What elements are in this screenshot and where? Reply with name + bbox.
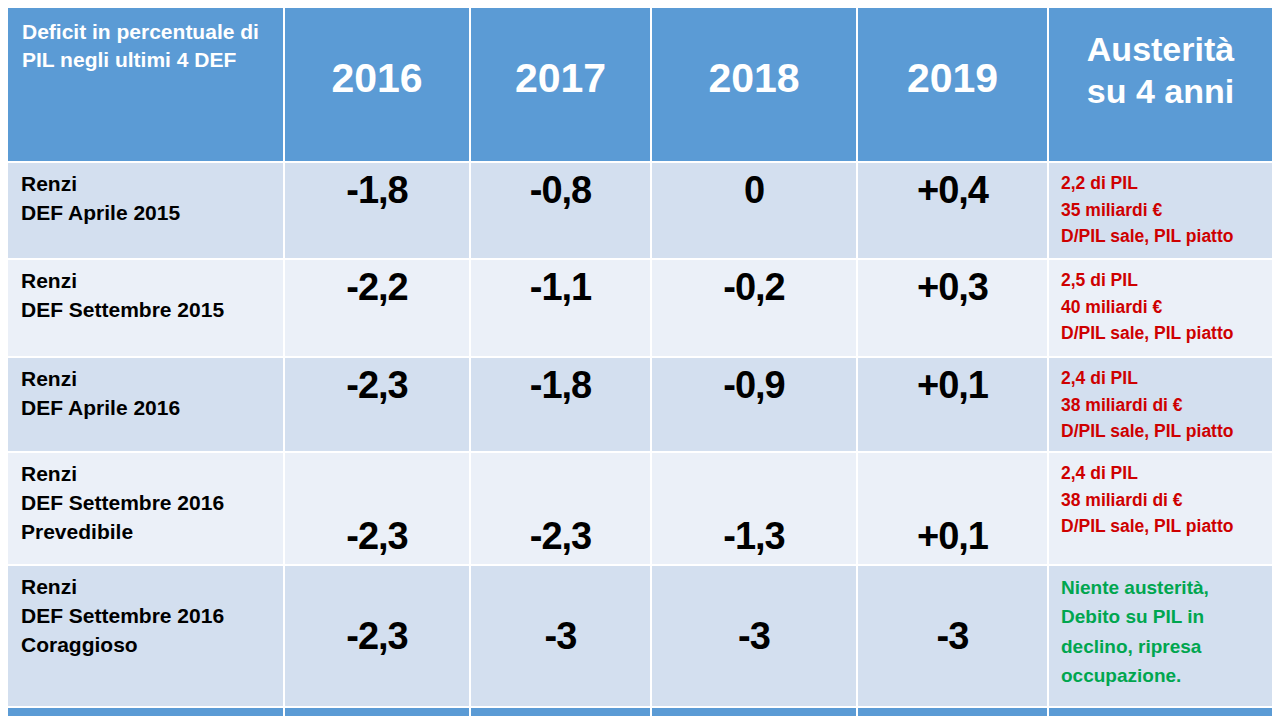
value-2019: +0,4 bbox=[858, 163, 1047, 258]
value-2019: -3 bbox=[858, 566, 1047, 706]
row-label-line: Prevedibile bbox=[21, 518, 275, 547]
bottom-band-cell bbox=[471, 708, 650, 716]
value-2017: -2,3 bbox=[471, 453, 650, 564]
note-line: D/PIL sale, PIL piatto bbox=[1061, 513, 1268, 540]
header-2017: 2017 bbox=[471, 8, 650, 161]
row-label-line: Renzi bbox=[21, 170, 275, 199]
note-line: D/PIL sale, PIL piatto bbox=[1061, 418, 1268, 445]
row-label-line: DEF Aprile 2016 bbox=[21, 394, 275, 423]
value-2017: -1,8 bbox=[471, 358, 650, 451]
row-label-line: DEF Settembre 2016 bbox=[21, 489, 275, 518]
value-2016: -2,2 bbox=[285, 260, 469, 356]
row-label: Renzi DEF Settembre 2016 Prevedibile bbox=[8, 453, 283, 564]
austerity-note: 2,4 di PIL 38 miliardi di € D/PIL sale, … bbox=[1049, 453, 1272, 564]
value-2018: 0 bbox=[652, 163, 856, 258]
row-label: Renzi DEF Aprile 2016 bbox=[8, 358, 283, 451]
bottom-band-cell bbox=[1049, 708, 1272, 716]
note-line: 35 miliardi € bbox=[1061, 197, 1268, 224]
value-2018: -0,2 bbox=[652, 260, 856, 356]
note-line: 38 miliardi di € bbox=[1061, 487, 1268, 514]
note-line: declino, ripresa bbox=[1061, 632, 1268, 661]
austerity-note: 2,5 di PIL 40 miliardi € D/PIL sale, PIL… bbox=[1049, 260, 1272, 356]
value-2019: +0,1 bbox=[858, 358, 1047, 451]
value-2018: -1,3 bbox=[652, 453, 856, 564]
deficit-table: Deficit in percentuale di PIL negli ulti… bbox=[6, 6, 1274, 718]
header-austerity-line2: su 4 anni bbox=[1050, 70, 1271, 113]
table-row-def-settembre-2015: Renzi DEF Settembre 2015 -2,2 -1,1 -0,2 … bbox=[8, 260, 1272, 356]
note-line: D/PIL sale, PIL piatto bbox=[1061, 320, 1268, 347]
header-2019: 2019 bbox=[858, 8, 1047, 161]
value-2016: -2,3 bbox=[285, 358, 469, 451]
row-label-line: Renzi bbox=[21, 573, 275, 602]
row-label-line: DEF Settembre 2016 bbox=[21, 602, 275, 631]
note-line: 2,5 di PIL bbox=[1061, 267, 1268, 294]
header-2018: 2018 bbox=[652, 8, 856, 161]
row-label-line: Renzi bbox=[21, 267, 275, 296]
bottom-band-cell bbox=[285, 708, 469, 716]
value-2016: -2,3 bbox=[285, 453, 469, 564]
table-title: Deficit in percentuale di PIL negli ulti… bbox=[8, 8, 283, 161]
row-label-line: Coraggioso bbox=[21, 631, 275, 660]
note-line: 40 miliardi € bbox=[1061, 294, 1268, 321]
value-2016: -1,8 bbox=[285, 163, 469, 258]
note-line: Debito su PIL in bbox=[1061, 602, 1268, 631]
header-austerity-line1: Austerità bbox=[1050, 28, 1271, 71]
table-row-def-aprile-2016: Renzi DEF Aprile 2016 -2,3 -1,8 -0,9 +0,… bbox=[8, 358, 1272, 451]
note-line: 2,4 di PIL bbox=[1061, 365, 1268, 392]
value-2017: -3 bbox=[471, 566, 650, 706]
header-row: Deficit in percentuale di PIL negli ulti… bbox=[8, 8, 1272, 161]
note-line: 38 miliardi di € bbox=[1061, 392, 1268, 419]
value-2019: +0,3 bbox=[858, 260, 1047, 356]
austerity-note: Niente austerità, Debito su PIL in decli… bbox=[1049, 566, 1272, 706]
row-label: Renzi DEF Settembre 2016 Coraggioso bbox=[8, 566, 283, 706]
note-line: 2,2 di PIL bbox=[1061, 170, 1268, 197]
value-2017: -1,1 bbox=[471, 260, 650, 356]
value-2018: -3 bbox=[652, 566, 856, 706]
bottom-band-cell bbox=[652, 708, 856, 716]
header-austerity: Austerità su 4 anni bbox=[1049, 8, 1272, 161]
note-line: D/PIL sale, PIL piatto bbox=[1061, 223, 1268, 250]
row-label: Renzi DEF Aprile 2015 bbox=[8, 163, 283, 258]
note-line: 2,4 di PIL bbox=[1061, 460, 1268, 487]
bottom-band-row bbox=[8, 708, 1272, 716]
austerity-note: 2,2 di PIL 35 miliardi € D/PIL sale, PIL… bbox=[1049, 163, 1272, 258]
value-2017: -0,8 bbox=[471, 163, 650, 258]
row-label-line: DEF Settembre 2015 bbox=[21, 296, 275, 325]
value-2016: -2,3 bbox=[285, 566, 469, 706]
note-line: Niente austerità, bbox=[1061, 573, 1268, 602]
row-label: Renzi DEF Settembre 2015 bbox=[8, 260, 283, 356]
note-line: occupazione. bbox=[1061, 661, 1268, 690]
bottom-band-cell bbox=[858, 708, 1047, 716]
table-row-def-aprile-2015: Renzi DEF Aprile 2015 -1,8 -0,8 0 +0,4 2… bbox=[8, 163, 1272, 258]
value-2018: -0,9 bbox=[652, 358, 856, 451]
bottom-band-cell bbox=[8, 708, 283, 716]
header-2016: 2016 bbox=[285, 8, 469, 161]
table-row-def-settembre-2016-coraggioso: Renzi DEF Settembre 2016 Coraggioso -2,3… bbox=[8, 566, 1272, 706]
slide: Deficit in percentuale di PIL negli ulti… bbox=[0, 0, 1280, 720]
table-row-def-settembre-2016-prevedibile: Renzi DEF Settembre 2016 Prevedibile -2,… bbox=[8, 453, 1272, 564]
row-label-line: Renzi bbox=[21, 365, 275, 394]
austerity-note: 2,4 di PIL 38 miliardi di € D/PIL sale, … bbox=[1049, 358, 1272, 451]
value-2019: +0,1 bbox=[858, 453, 1047, 564]
row-label-line: DEF Aprile 2015 bbox=[21, 199, 275, 228]
row-label-line: Renzi bbox=[21, 460, 275, 489]
